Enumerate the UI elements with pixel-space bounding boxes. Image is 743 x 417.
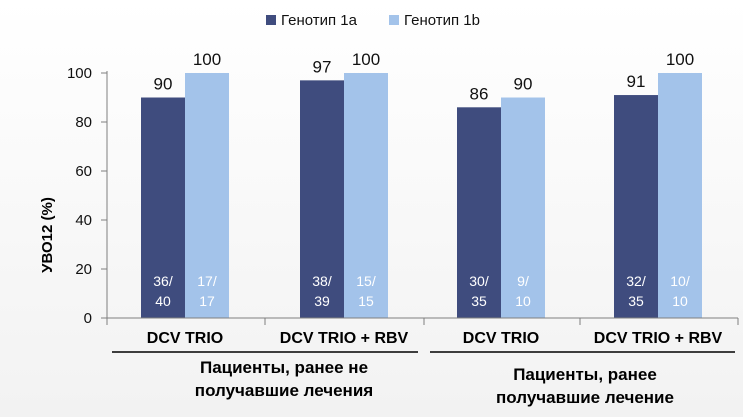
bar-fraction-numerator: 17/ — [197, 273, 217, 289]
bar-value-label: 100 — [352, 50, 380, 69]
bar — [457, 107, 501, 318]
bars: 90 36/40 97 38/39 86 30/35 91 32/35 100 17/17 100 1… — [141, 50, 702, 318]
axes — [106, 71, 739, 325]
bar-value-label: 86 — [470, 84, 489, 103]
y-tick-label: 40 — [75, 212, 92, 229]
bar-fraction-numerator: 30/ — [469, 273, 489, 289]
group-label: получавшие лечения — [195, 381, 373, 400]
group-label: Пациенты, ранее не — [200, 358, 368, 377]
bar-fraction-numerator: 10/ — [670, 273, 690, 289]
category-label: DCV TRIO + RBV — [280, 330, 409, 347]
bar — [614, 95, 658, 318]
y-tick-label: 0 — [84, 310, 92, 327]
bar — [501, 97, 545, 318]
y-axis-ticks: 0 20 40 60 80 100 — [67, 65, 107, 327]
group-label: получавшие лечение — [496, 388, 674, 407]
category-label: DCV TRIO — [463, 330, 539, 347]
bar-value-label: 90 — [154, 75, 173, 94]
group-label: Пациенты, ранее — [513, 365, 657, 384]
bar-fraction-denominator: 35 — [471, 293, 487, 309]
bar-fraction-denominator: 35 — [628, 293, 644, 309]
bar — [185, 73, 229, 318]
bar-value-label: 91 — [627, 72, 646, 91]
category-label: DCV TRIO — [147, 330, 223, 347]
bar-fraction-denominator: 10 — [672, 293, 688, 309]
bar-fraction-numerator: 38/ — [312, 273, 332, 289]
bar-fraction-denominator: 15 — [358, 293, 374, 309]
legend-label: Генотип 1a — [281, 12, 358, 29]
y-axis-label: УВО12 (%) — [39, 197, 56, 273]
bar-fraction-numerator: 32/ — [626, 273, 646, 289]
bar-value-label: 100 — [666, 50, 694, 69]
y-tick-label: 80 — [75, 114, 92, 131]
bar-value-label: 90 — [514, 75, 533, 94]
bar-fraction-denominator: 10 — [515, 293, 531, 309]
legend: Генотип 1a Генотип 1b — [266, 12, 480, 29]
category-labels: DCV TRIO DCV TRIO + RBV DCV TRIO DCV TRIO +… — [147, 330, 723, 347]
legend-swatch — [266, 15, 276, 25]
bar-fraction-denominator: 39 — [314, 293, 330, 309]
bar — [658, 73, 702, 318]
legend-label: Генотип 1b — [404, 12, 480, 29]
legend-swatch — [389, 15, 399, 25]
bar-fraction-numerator: 36/ — [153, 273, 173, 289]
bar-fraction-denominator: 17 — [199, 293, 215, 309]
bar — [344, 73, 388, 318]
bar-fraction-numerator: 9/ — [517, 273, 529, 289]
bar — [300, 80, 344, 318]
y-tick-label: 20 — [75, 261, 92, 278]
bar-fraction-denominator: 40 — [155, 293, 171, 309]
bar — [141, 97, 185, 318]
y-tick-label: 100 — [67, 65, 92, 82]
group-labels: Пациенты, ранее не получавшие лечения Паци… — [112, 351, 735, 407]
bar-value-label: 100 — [193, 50, 221, 69]
bar-fraction-numerator: 15/ — [356, 273, 376, 289]
y-tick-label: 60 — [75, 163, 92, 180]
bar-value-label: 97 — [313, 57, 332, 76]
category-label: DCV TRIO + RBV — [594, 330, 723, 347]
